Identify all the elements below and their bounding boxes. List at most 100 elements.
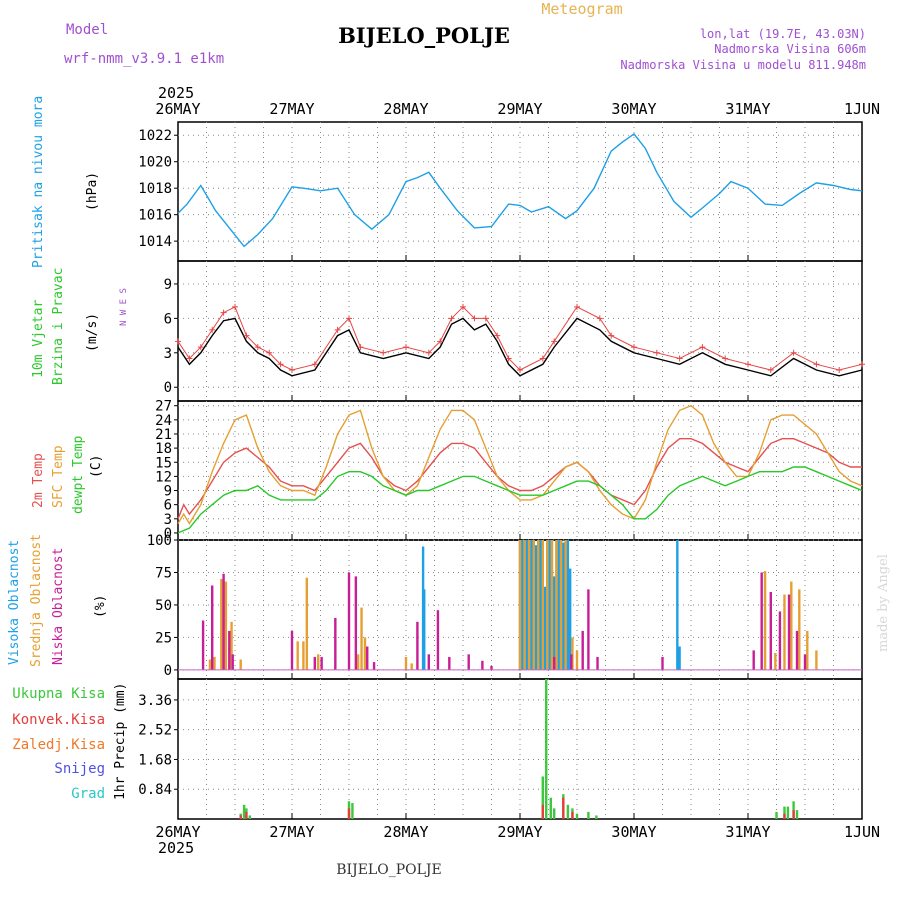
bar-conv_rain	[541, 804, 544, 819]
bar-mid_cloud	[550, 540, 554, 670]
bar-low_cloud	[752, 650, 755, 670]
cloud-unit: (%)	[93, 595, 108, 618]
bar-mid_cloud	[317, 654, 320, 670]
bar-total_rain	[242, 804, 246, 819]
bar-low_cloud	[222, 573, 225, 670]
bar-low_cloud	[231, 654, 234, 670]
bar-low_cloud	[553, 656, 556, 670]
bar-total_rain	[595, 815, 598, 819]
bar-total_rain	[566, 804, 570, 819]
bar-low_cloud	[803, 654, 807, 670]
bar-mid_cloud	[790, 581, 793, 670]
y-tick-label: 2.52	[138, 723, 172, 739]
day-label-bottom: 26MAY	[155, 823, 200, 841]
compass-icon: N W E S	[119, 288, 129, 326]
y-tick-label: 3.36	[138, 693, 172, 709]
day-label-top: 31MAY	[725, 100, 770, 118]
bar-low_cloud	[416, 621, 419, 670]
cloud-label-high: Visoka Oblacnost	[7, 540, 22, 665]
day-label-bottom: 31MAY	[725, 823, 770, 841]
model-elevation-text: Nadmorska Visina u modelu 811.948m	[620, 58, 866, 72]
bar-conv_rain	[562, 797, 565, 819]
y-tick-label: 24	[155, 413, 172, 429]
y-tick-label: 0	[164, 663, 172, 679]
gust-marker	[722, 355, 729, 362]
gust-marker	[425, 349, 432, 356]
y-tick-label: 0	[164, 380, 172, 396]
bar-low_cloud	[334, 617, 337, 670]
bar-low_cloud	[448, 656, 451, 670]
bar-mid_cloud	[523, 540, 526, 670]
bar-mid_cloud	[356, 654, 360, 670]
bar-low_cloud	[570, 654, 573, 670]
gust-marker	[494, 332, 501, 339]
pressure-unit: (hPa)	[85, 172, 100, 211]
bar-total_rain	[553, 808, 556, 819]
day-label-bottom: 27MAY	[269, 823, 314, 841]
y-tick-label: 3	[164, 512, 172, 528]
bar-mid_cloud	[541, 540, 544, 670]
bar-conv_rain	[245, 811, 248, 819]
gust-marker	[254, 344, 261, 351]
bar-low_cloud	[467, 654, 470, 670]
bar-low_cloud	[581, 630, 584, 670]
wind-unit: (m/s)	[85, 313, 100, 352]
gust-marker	[859, 361, 865, 368]
bar-mid_cloud	[363, 637, 367, 670]
gust-marker	[767, 367, 774, 374]
y-tick-label: 27	[155, 399, 172, 415]
bar-low_cloud	[313, 656, 316, 670]
bar-high_cloud	[557, 540, 560, 670]
y-tick-label: 15	[155, 455, 172, 471]
gust-marker	[471, 315, 478, 322]
gust-marker	[197, 344, 204, 351]
bar-high_cloud	[678, 646, 681, 670]
bar-mid_cloud	[410, 663, 413, 670]
bar-high_cloud	[568, 568, 572, 670]
bar-high_cloud	[525, 540, 529, 670]
gust-marker	[460, 303, 466, 310]
series-line-dewpt	[177, 466, 863, 534]
bar-mid_cloud	[220, 578, 223, 670]
gust-marker	[277, 361, 284, 368]
precip-legend-conv: Konvek.Kisa	[12, 712, 105, 728]
gust-marker	[175, 338, 181, 345]
y-tick-label: 1018	[138, 181, 172, 197]
watermark: made by Angel	[876, 554, 891, 652]
bar-high_cloud	[553, 576, 556, 670]
temp-label-2m: 2m Temp	[31, 453, 46, 508]
bar-mid_cloud	[230, 621, 233, 670]
gust-marker	[482, 315, 489, 322]
gust-marker	[676, 355, 683, 362]
day-label-top: 1JUN	[844, 100, 880, 118]
gust-marker	[551, 338, 558, 345]
bar-total_rain	[248, 815, 252, 819]
y-tick-label: 1020	[138, 155, 172, 171]
bar-total_rain	[783, 806, 786, 819]
day-label-top: 27MAY	[269, 100, 314, 118]
bar-low_cloud	[769, 591, 772, 670]
day-label-bottom: 29MAY	[497, 823, 542, 841]
y-tick-label: 3	[164, 346, 172, 362]
chart-title: BIJELO_POLJE	[338, 23, 510, 48]
bar-mid_cloud	[518, 540, 522, 670]
bar-mid_cloud	[774, 653, 777, 670]
series-line-t2m	[177, 438, 862, 520]
gust-marker	[334, 326, 341, 333]
day-label-bottom: 30MAY	[611, 823, 656, 841]
gust-marker	[346, 315, 352, 322]
plot-area: 26MAY 26MAY 27MAY 27MAY 28MAY 28MAY 29MAY 29MAY…	[138, 100, 880, 841]
bar-high_cloud	[423, 589, 426, 670]
bar-mid_cloud	[360, 607, 363, 670]
gust-marker	[699, 344, 706, 351]
bar-low_cloud	[436, 610, 440, 670]
bar-total_rain	[351, 803, 354, 819]
series-line-pressure	[177, 132, 863, 248]
y-tick-label: 1.68	[138, 752, 172, 768]
precip-legend-snow: Snijeg	[54, 761, 105, 777]
bar-low_cloud	[760, 572, 763, 670]
gust-marker	[653, 349, 660, 356]
y-tick-label: 6	[164, 498, 172, 514]
day-label-top: 30MAY	[611, 100, 656, 118]
